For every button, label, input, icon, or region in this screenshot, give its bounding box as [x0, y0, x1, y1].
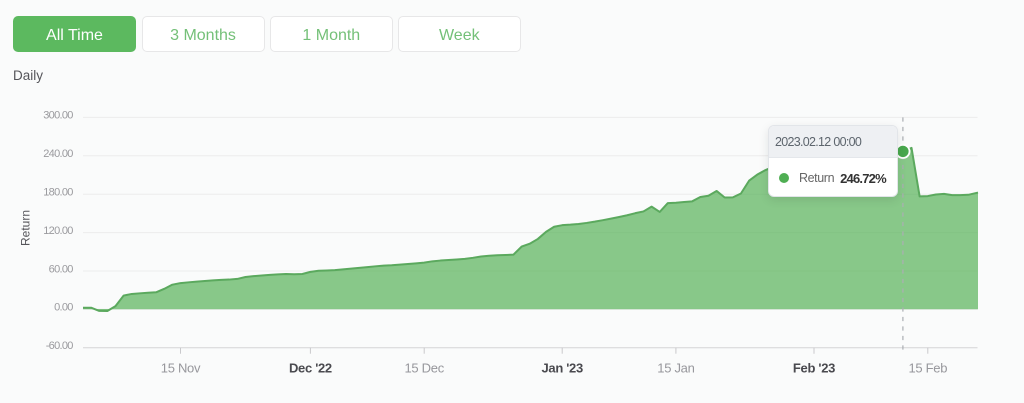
svg-text:Return: Return — [19, 210, 33, 246]
svg-text:15 Jan: 15 Jan — [657, 361, 694, 376]
svg-text:300.00: 300.00 — [43, 110, 73, 122]
svg-text:15 Nov: 15 Nov — [161, 361, 201, 376]
svg-text:15 Feb: 15 Feb — [908, 361, 947, 376]
svg-text:180.00: 180.00 — [43, 187, 73, 199]
svg-text:0.00: 0.00 — [54, 302, 73, 314]
svg-text:Jan '23: Jan '23 — [541, 361, 583, 376]
svg-text:Dec '22: Dec '22 — [289, 361, 332, 376]
svg-text:15 Dec: 15 Dec — [405, 361, 445, 376]
svg-text:Feb '23: Feb '23 — [793, 361, 835, 376]
svg-text:60.00: 60.00 — [49, 263, 74, 275]
svg-text:120.00: 120.00 — [43, 225, 73, 237]
svg-text:-60.00: -60.00 — [46, 340, 74, 352]
svg-text:240.00: 240.00 — [43, 148, 73, 160]
